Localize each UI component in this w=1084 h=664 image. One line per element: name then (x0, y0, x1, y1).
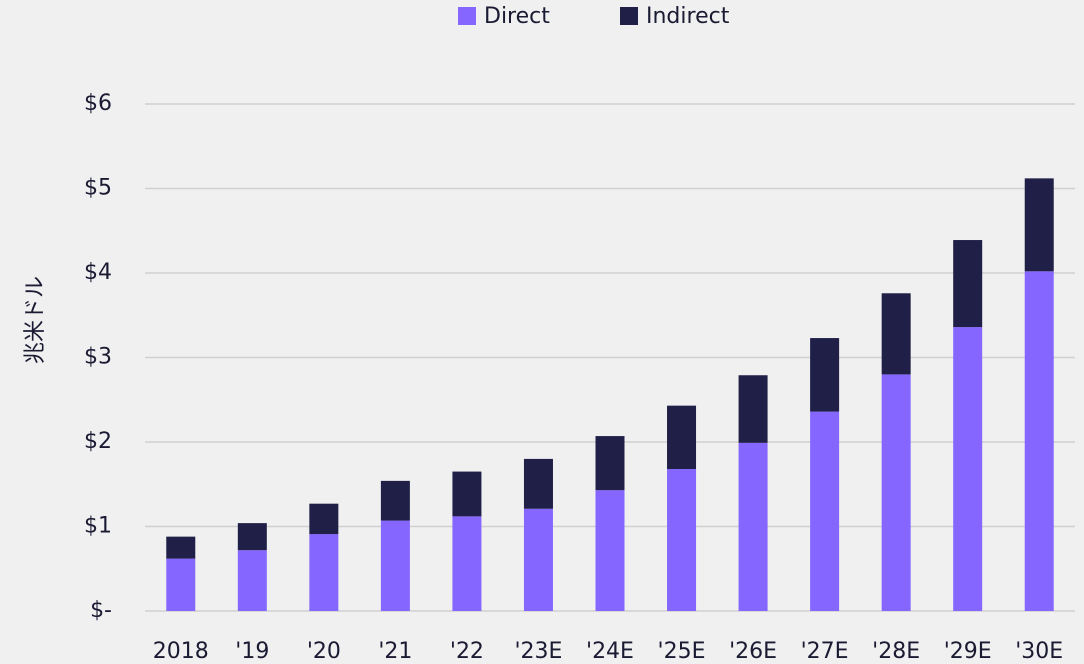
bar-segment (667, 469, 697, 611)
y-tick-label: $4 (84, 260, 112, 285)
bar-segment (237, 550, 267, 611)
y-tick-label: $2 (84, 429, 112, 454)
y-tick-label: $1 (84, 514, 112, 539)
x-tick-label: '29E (944, 639, 992, 664)
bar-segment (881, 374, 911, 611)
x-tick-label: '26E (729, 639, 777, 664)
bar-segment (1024, 178, 1054, 272)
x-tick-label: '20 (307, 639, 341, 664)
legend-label: Direct (484, 4, 550, 29)
x-tick-label: '19 (235, 639, 269, 664)
bar-segment (452, 516, 482, 611)
x-tick-label: '30E (1015, 639, 1063, 664)
bar-segment (166, 536, 196, 559)
x-tick-label: '21 (378, 639, 412, 664)
bar-segment (380, 480, 410, 521)
bar-segment (595, 490, 625, 611)
y-axis-label: 兆米ドル (23, 276, 48, 364)
x-tick-label: '28E (872, 639, 920, 664)
bar-segment (309, 534, 339, 611)
bar-segment (309, 503, 339, 535)
bar-segment (166, 558, 196, 611)
bar-segment (881, 293, 911, 375)
bar-segment (738, 442, 768, 611)
legend-swatch (620, 7, 638, 25)
x-tick-label: '25E (658, 639, 706, 664)
y-tick-label: $5 (84, 176, 112, 201)
y-tick-label: $- (90, 598, 112, 623)
y-tick-label: $3 (84, 345, 112, 370)
legend-label: Indirect (646, 4, 730, 29)
bar-segment (237, 523, 267, 551)
bar-segment (523, 458, 553, 509)
bar-segment (810, 338, 840, 412)
legend-swatch (458, 7, 476, 25)
x-tick-label: 2018 (153, 639, 209, 664)
y-tick-label: $6 (84, 91, 112, 116)
bar-segment (810, 411, 840, 611)
bar-segment (953, 240, 983, 328)
bar-segment (1024, 271, 1054, 611)
bar-segment (667, 405, 697, 470)
bar-segment (380, 520, 410, 611)
x-tick-label: '24E (586, 639, 634, 664)
x-tick-label: '23E (514, 639, 562, 664)
bar-segment (738, 375, 768, 443)
bar-segment (523, 508, 553, 611)
bar-segment (953, 327, 983, 611)
x-tick-label: '27E (801, 639, 849, 664)
bar-segment (452, 471, 482, 517)
bar-segment (595, 436, 625, 491)
x-tick-label: '22 (450, 639, 484, 664)
